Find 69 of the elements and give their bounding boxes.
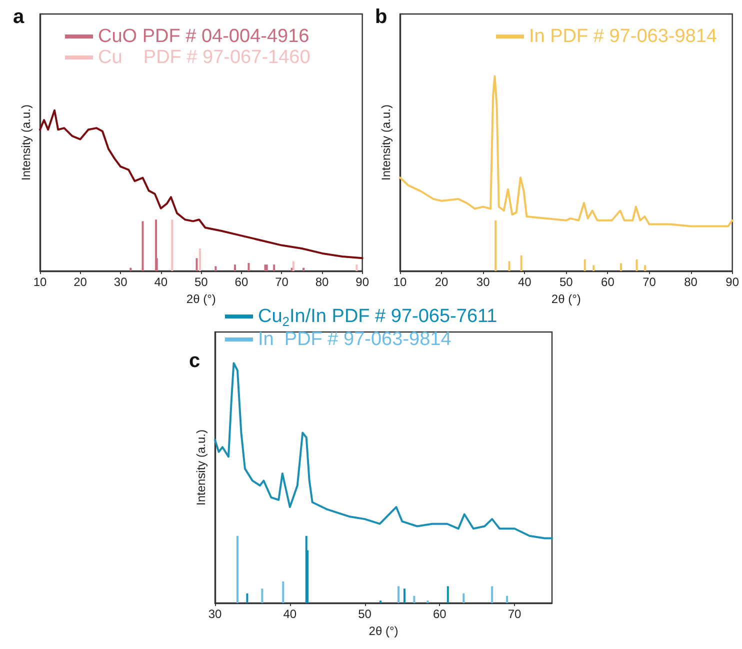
chart-title: a [13,6,25,28]
x-tick-label: 70 [508,607,522,621]
bar [403,588,406,603]
x-tick-label: 30 [208,607,222,621]
bar [130,268,132,271]
bar [171,220,174,271]
legend-label: In PDF # 97-063-9814 [528,26,718,47]
bar [196,258,198,271]
bar [261,588,264,603]
bar [397,586,400,603]
x-tick-label: 30 [476,275,490,289]
x-axis-title: 2θ (°) [368,624,398,638]
x-tick-label: 50 [358,607,372,621]
x-tick-label: 60 [234,275,248,289]
x-tick-label: 20 [74,275,88,289]
x-tick-label: 50 [559,275,574,289]
chart-title: b [375,6,388,28]
bar [644,265,646,271]
bar [198,248,201,271]
x-tick-label: 60 [601,275,615,289]
bar [620,263,622,271]
chart-title: c [189,350,200,372]
bar [584,259,586,271]
bar [282,581,284,603]
bar [234,264,236,271]
x-tick-label: 40 [518,275,532,289]
x-tick-label: 50 [194,275,208,289]
bar [273,264,276,271]
x-tick-label: 90 [726,275,740,289]
x-tick-label: 40 [154,275,168,289]
bar [266,264,268,271]
x-tick-label: 70 [275,275,289,289]
bar [508,261,510,271]
bar [506,596,508,603]
x-tick-label: 70 [642,275,656,289]
x-tick-label: 80 [315,275,330,289]
bar [462,593,465,603]
bar [356,264,358,271]
bar [520,255,522,271]
x-tick-label: 80 [684,275,698,289]
bar [413,596,416,603]
x-tick-label: 30 [114,275,128,289]
x-tick-label: 90 [356,275,370,289]
legend-label: Cu PDF # 97-067-1460 [98,47,310,68]
x-axis-title: 2θ (°) [551,292,581,306]
y-axis-title: Intensity (a.u.) [194,429,208,506]
bar [494,220,497,271]
y-axis-title: Intensity (a.u.) [379,104,393,181]
x-tick-label: 10 [393,275,407,289]
legend-label: In PDF # 97-063-9814 [258,329,452,350]
legend-label: CuO PDF # 04-004-4916 [98,26,310,47]
bar [248,262,250,271]
bar [264,264,266,271]
bar [636,259,638,271]
x-tick-label: 20 [434,275,449,289]
bar [592,265,595,271]
bar [246,593,248,603]
bar [491,586,494,603]
bar [446,586,449,603]
bar [214,266,217,271]
y-axis-title: Intensity (a.u.) [19,104,33,181]
x-tick-label: 10 [33,275,47,289]
bar [142,221,144,271]
x-axis-title: 2θ (°) [186,292,216,306]
bar [302,268,304,271]
x-tick-label: 60 [432,607,447,621]
bar [292,261,294,271]
x-tick-label: 40 [283,607,297,621]
bar [236,536,238,603]
